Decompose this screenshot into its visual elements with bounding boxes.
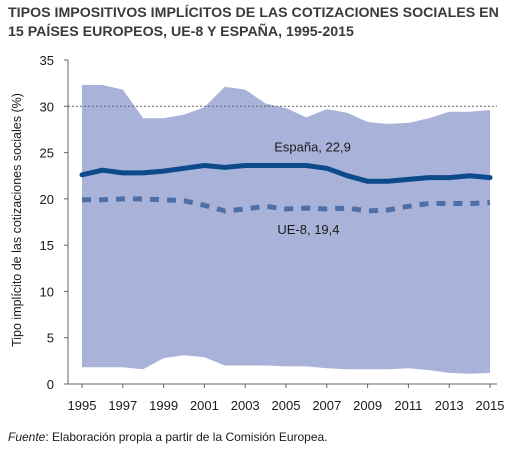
series-lines (79, 163, 493, 214)
series-line-espa-a (79, 163, 493, 184)
x-tick-label: 2011 (394, 398, 422, 413)
x-tick-label: 2007 (312, 398, 341, 413)
source-note: Fuente: Elaboración propia a partir de l… (8, 430, 328, 444)
x-tick-label: 2013 (435, 398, 464, 413)
x-tick-label: 1995 (68, 398, 97, 413)
chart-title: TIPOS IMPOSITIVOS IMPLÍCITOS DE LAS COTI… (8, 4, 513, 42)
source-text: : Elaboración propia a partir de la Comi… (45, 430, 328, 444)
y-tick-label: 35 (40, 53, 54, 68)
x-tick-label: 2015 (476, 398, 505, 413)
x-tick-label: 2005 (272, 398, 301, 413)
x-tick-label: 2001 (190, 398, 219, 413)
x-tick-label: 2003 (231, 398, 260, 413)
y-tick-label: 25 (40, 146, 54, 161)
x-tick-label: 1997 (108, 398, 137, 413)
x-tick-label: 2009 (353, 398, 382, 413)
y-tick-label: 20 (40, 192, 54, 207)
series-label-ue-8: UE-8, 19,4 (277, 222, 339, 237)
y-tick-label: 10 (40, 284, 54, 299)
line-chart: 0 5 10 15 20 25 30 35 1995 1997 1999 2001 2003 2005 20… (10, 53, 504, 413)
x-tick-label: 1999 (149, 398, 178, 413)
range-band-area (82, 85, 490, 374)
source-label: Fuente (8, 430, 46, 444)
y-tick-label: 15 (40, 238, 54, 253)
series-label-espana: España, 22,9 (274, 140, 351, 155)
chart-title-line-2: 15 PAÍSES EUROPEOS, UE-8 Y ESPAÑA, 1995-… (8, 24, 354, 40)
y-tick-label: 30 (40, 99, 54, 114)
chart-title-line-1: TIPOS IMPOSITIVOS IMPLÍCITOS DE LAS COTI… (8, 5, 499, 21)
range-band (82, 85, 490, 374)
axes: 0 5 10 15 20 25 30 35 1995 1997 1999 2001 2003 2005 20… (10, 53, 504, 413)
series-line-ue-8 (82, 196, 491, 214)
series-labels: España, 22,9 UE-8, 19,4 (274, 140, 351, 237)
y-axis-label: Tipo implícito de las cotizaciones socia… (10, 93, 24, 347)
y-tick-label: 0 (47, 377, 54, 392)
y-tick-label: 5 (47, 331, 54, 346)
